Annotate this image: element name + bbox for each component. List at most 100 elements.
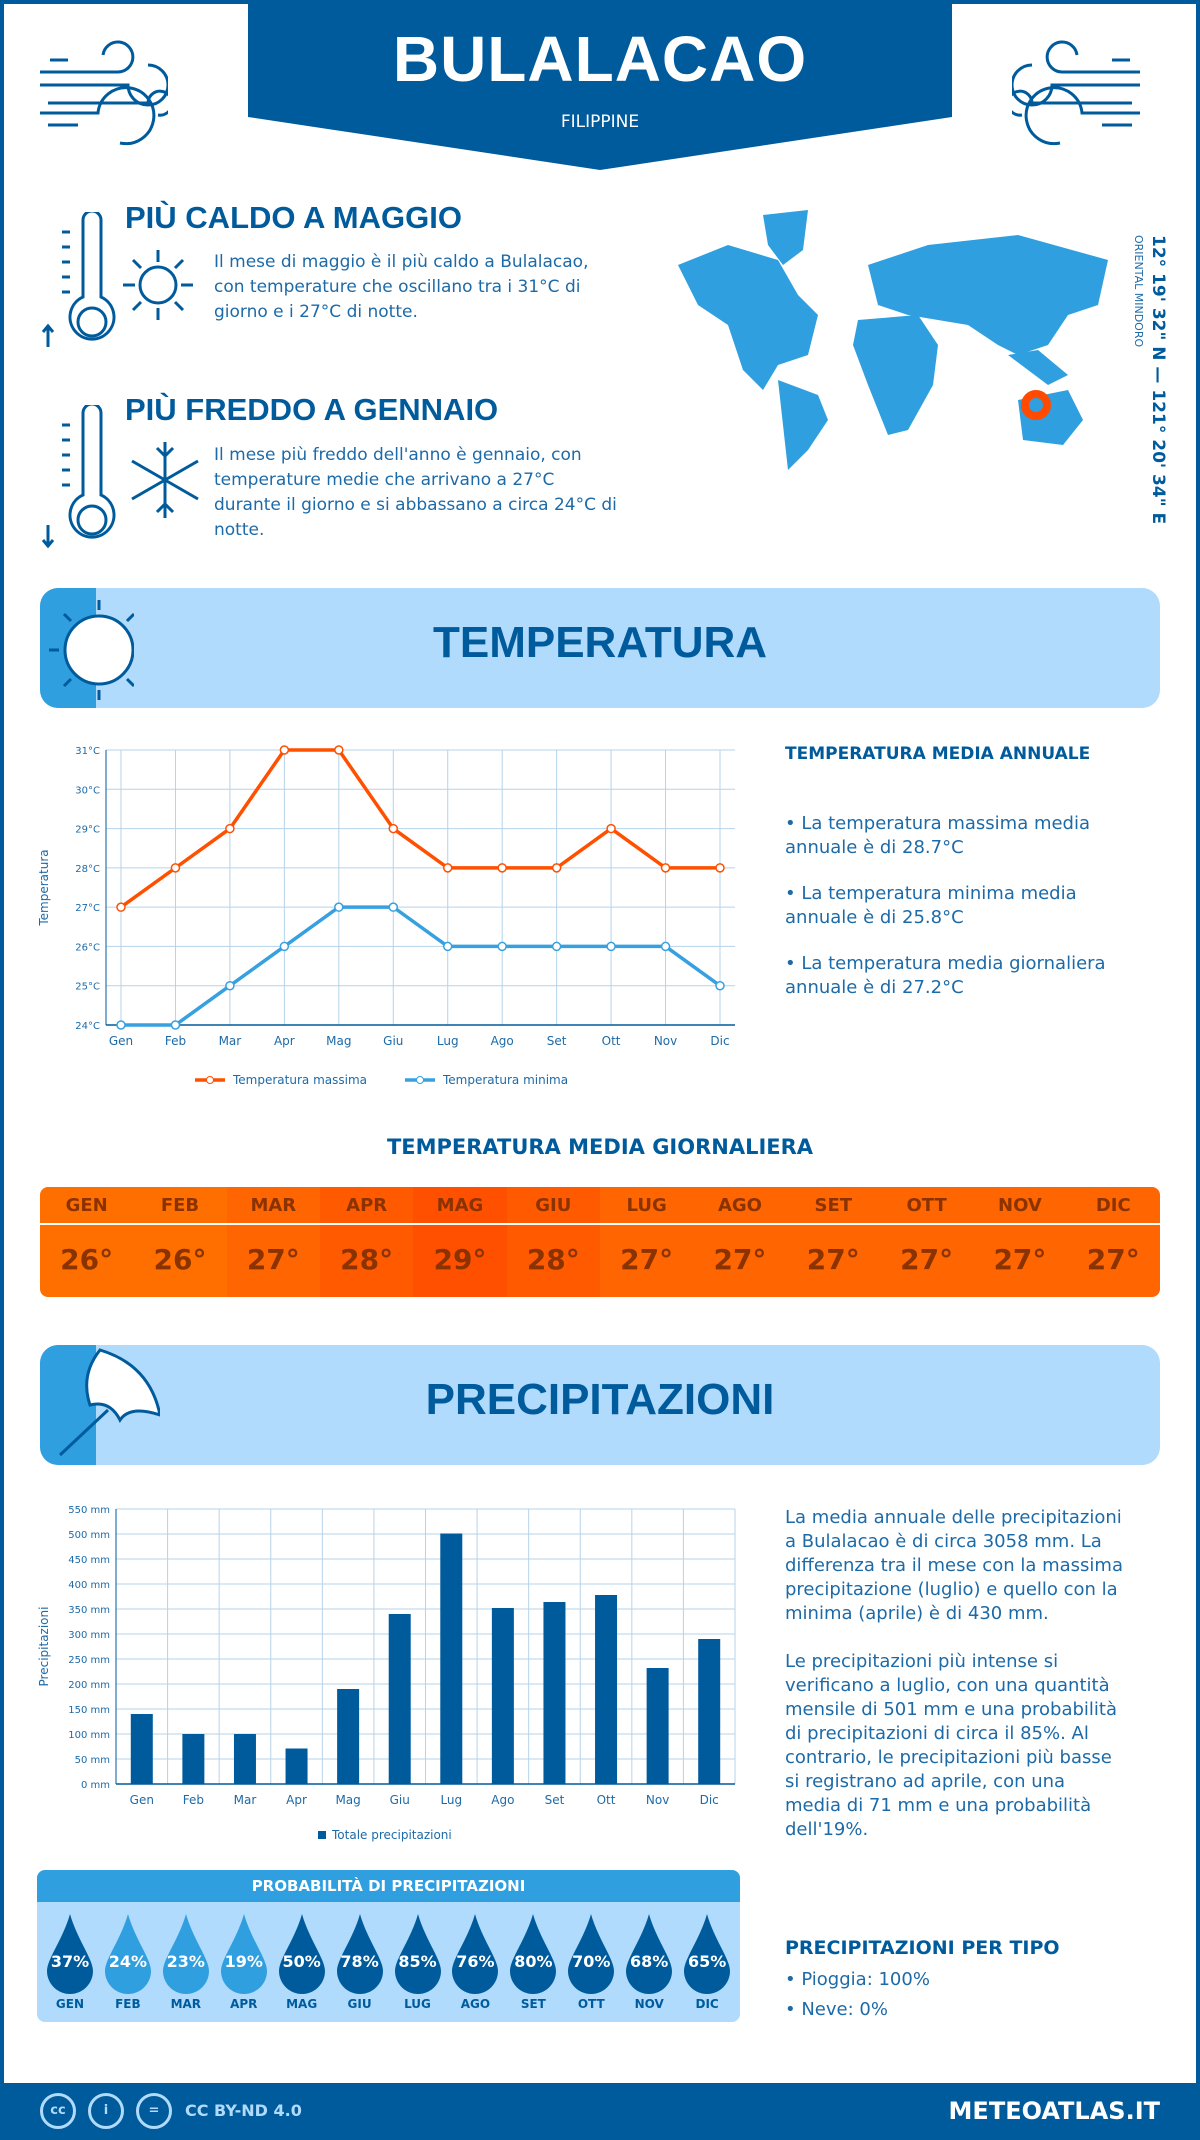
- daily-temp-column: NOV 27°: [973, 1187, 1067, 1297]
- raindrop-icon: [394, 1914, 441, 1994]
- raindrop-icon: [568, 1914, 615, 1994]
- x-tick-label: Giu: [383, 1034, 403, 1048]
- y-tick-label: 24°C: [75, 1021, 100, 1032]
- cc-icon: cc: [40, 2093, 76, 2129]
- daily-temp-column: FEB 26°: [133, 1187, 227, 1297]
- y-tick-label: 25°C: [75, 982, 100, 993]
- probability-value: 78%: [340, 1952, 379, 1971]
- temp-point: [442, 863, 453, 873]
- precip-bar: [182, 1734, 205, 1784]
- y-tick-label: 50 mm: [75, 1755, 110, 1766]
- probability-value: 37%: [50, 1952, 90, 1971]
- annual-mean-bullet: • La temperatura media giornaliera annua…: [785, 953, 1106, 998]
- precip-bar: [388, 1614, 411, 1784]
- annual-temp-panel: TEMPERATURA MEDIA ANNUALE • La temperatu…: [785, 742, 1125, 1000]
- attribution-icon: i: [88, 2093, 124, 2129]
- country-subtitle: FILIPPINE: [560, 112, 640, 132]
- probability-drop: 68% NOV: [620, 1902, 678, 2022]
- x-tick-label: Ago: [491, 1034, 514, 1048]
- sun-icon: [123, 250, 193, 320]
- daily-temp-column: DIC 27°: [1066, 1187, 1160, 1297]
- daily-month: FEB: [133, 1187, 227, 1225]
- raindrop-icon: [510, 1914, 557, 1994]
- hottest-text: Il mese di maggio è il più caldo a Bulal…: [214, 252, 589, 322]
- probability-month: OTT: [577, 1997, 605, 2011]
- daily-month: MAR: [226, 1187, 320, 1225]
- daily-temp-column: SET 27°: [786, 1187, 880, 1297]
- probability-month: LUG: [404, 1997, 431, 2011]
- x-tick-label: Mar: [219, 1034, 242, 1048]
- probability-month: APR: [230, 1997, 258, 2011]
- daily-value: 26°: [60, 1243, 114, 1276]
- annual-min-bullet: • La temperatura minima media annuale è …: [785, 883, 1077, 928]
- temp-point: [225, 980, 235, 991]
- daily-temp-table: GEN 26° FEB 26° MAR 27° APR 28° MAG 29° GIU 28° LUG 2…: [40, 1187, 1160, 1297]
- raindrop-icon: [47, 1914, 93, 1994]
- license-label: CC BY-ND 4.0: [185, 2101, 302, 2120]
- region-label: ORIENTAL MINDORO: [1132, 235, 1145, 348]
- temp-point: [606, 941, 616, 952]
- probability-value: 24%: [108, 1952, 148, 1971]
- temp-point: [279, 745, 290, 755]
- temperature-section-bar: TEMPERATURA: [40, 588, 1160, 708]
- x-tick-label: Ott: [597, 1793, 616, 1807]
- x-tick-label: Nov: [646, 1793, 669, 1807]
- x-tick-label: Feb: [183, 1793, 204, 1807]
- temp-point: [279, 941, 290, 952]
- daily-month: APR: [319, 1187, 414, 1225]
- brand-link[interactable]: METEOATLAS.IT: [948, 2097, 1160, 2125]
- probability-drop: 78% GIU: [331, 1902, 389, 2022]
- daily-month: GIU: [506, 1187, 600, 1225]
- probability-month: GEN: [55, 1997, 84, 2011]
- precip-bar: [698, 1639, 721, 1784]
- daily-month: DIC: [1066, 1187, 1160, 1225]
- precip-bar: [491, 1608, 514, 1784]
- legend-marker: [416, 1076, 424, 1084]
- y-tick-label: 28°C: [75, 864, 100, 875]
- raindrop-icon: [220, 1914, 267, 1994]
- snowflake-icon: [131, 442, 199, 518]
- annual-temp-heading: TEMPERATURA MEDIA ANNUALE: [785, 744, 1091, 764]
- probability-drop: 70% OTT: [562, 1902, 620, 2022]
- raindrop-icon: [684, 1914, 731, 1994]
- probability-drop: 24% FEB: [99, 1902, 157, 2022]
- daily-month: SET: [786, 1187, 880, 1225]
- snow-share: • Neve: 0%: [785, 1999, 888, 2020]
- world-map: [678, 210, 1108, 470]
- y-tick-label: 250 mm: [68, 1655, 110, 1666]
- probability-month: MAR: [170, 1997, 202, 2011]
- probability-drop: 37% GEN: [41, 1902, 99, 2022]
- probability-drop: 50% MAG: [273, 1902, 331, 2022]
- precip-paragraph-2: Le precipitazioni più intense si verific…: [785, 1651, 1117, 1840]
- y-tick-label: 500 mm: [68, 1530, 110, 1541]
- temp-point: [497, 863, 507, 873]
- x-tick-label: Gen: [130, 1793, 154, 1807]
- temp-point: [715, 863, 725, 873]
- temp-line-max: [119, 748, 720, 909]
- raindrop-icon: [336, 1914, 383, 1994]
- x-tick-label: Lug: [440, 1793, 462, 1807]
- y-tick-label: 450 mm: [68, 1555, 110, 1566]
- probability-value: 50%: [282, 1952, 321, 1971]
- temp-point: [551, 863, 562, 873]
- daily-value: 29°: [433, 1243, 487, 1276]
- x-tick-label: Set: [545, 1793, 565, 1807]
- y-tick-label: 31°C: [75, 746, 100, 757]
- precip-title: PRECIPITAZIONI: [425, 1375, 775, 1424]
- precip-section-bar: PRECIPITAZIONI: [40, 1345, 1160, 1465]
- daily-month: OTT: [879, 1187, 974, 1225]
- daily-temp-column: GIU 28°: [506, 1187, 600, 1297]
- y-tick-label: 200 mm: [68, 1680, 110, 1691]
- probability-drop: 65% DIC: [678, 1902, 736, 2022]
- temp-point: [551, 941, 562, 952]
- precip-bar: [285, 1748, 308, 1784]
- probability-month: AGO: [460, 1997, 491, 2011]
- temp-point: [442, 941, 453, 952]
- y-tick-label: 550 mm: [68, 1505, 110, 1516]
- y-tick-label: 400 mm: [68, 1580, 110, 1591]
- probability-value: 70%: [572, 1952, 611, 1971]
- probability-value: 19%: [224, 1952, 263, 1971]
- y-tick-label: 29°C: [75, 825, 100, 836]
- x-tick-label: Dic: [710, 1034, 729, 1048]
- y-tick-label: 27°C: [75, 903, 100, 914]
